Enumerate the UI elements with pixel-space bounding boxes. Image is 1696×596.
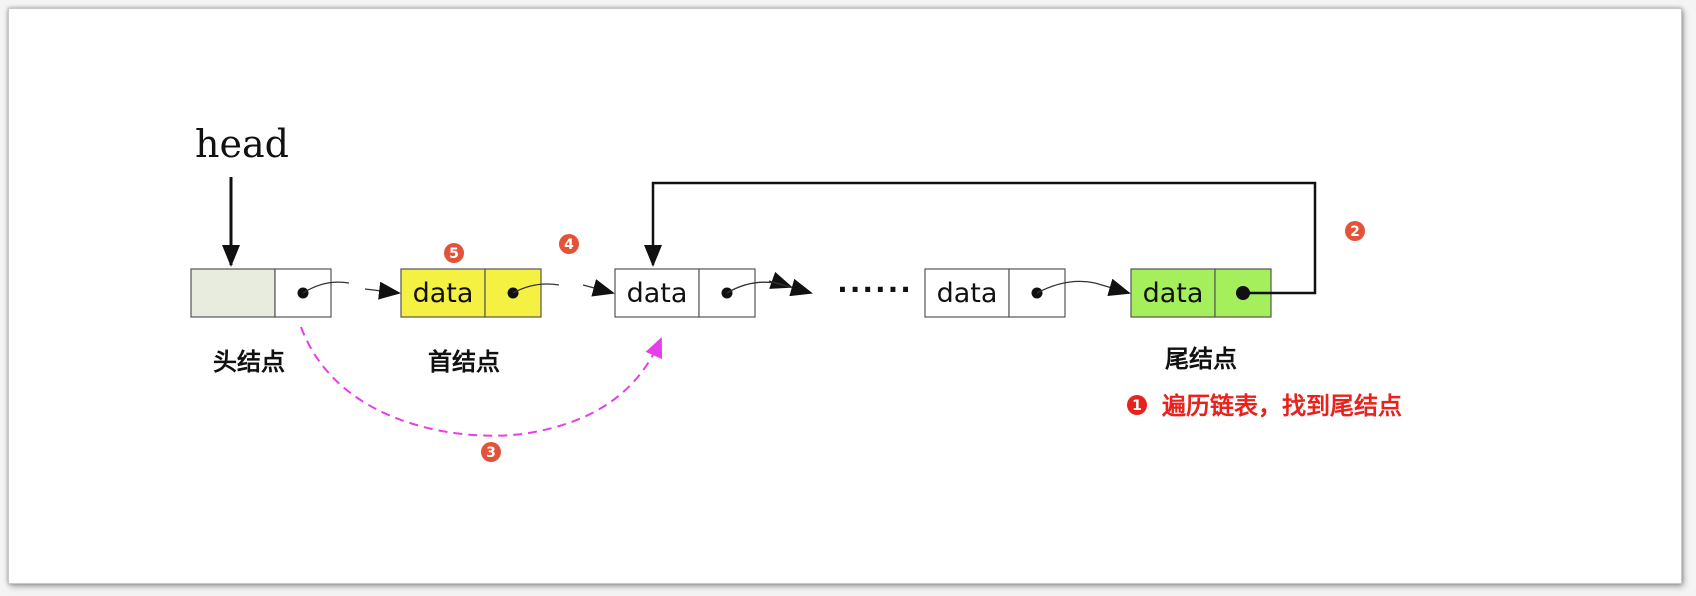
first-node: data	[400, 268, 542, 318]
first-node-data-cell	[400, 268, 486, 318]
svg-text:3: 3	[486, 445, 496, 461]
dashed-new-link-arrow	[300, 326, 662, 437]
svg-text:4: 4	[564, 237, 574, 253]
head-node	[190, 268, 332, 318]
step-badge-4: 4	[559, 234, 579, 254]
third-node-data-cell	[924, 268, 1010, 318]
tail-node: data	[1130, 268, 1272, 318]
step-badge-5: 5	[444, 243, 464, 263]
ellipsis: ······	[837, 273, 913, 306]
svg-text:5: 5	[449, 246, 459, 262]
pointer-arrow-2-tip	[768, 278, 813, 297]
pointer-arrow-0-1	[364, 281, 401, 300]
step-badge-2: 2	[1345, 221, 1365, 241]
first-node-data: data	[413, 278, 474, 309]
pointer-curve-1	[512, 283, 560, 294]
first-node-caption: 首结点	[428, 348, 500, 376]
pointer-arrow-1-2	[582, 279, 615, 297]
pointer-arrow-3-tail	[1094, 278, 1131, 296]
svg-text:2: 2	[1350, 224, 1360, 240]
head-node-caption: 头结点	[213, 348, 285, 376]
head-node-data-cell	[190, 268, 276, 318]
third-node: data	[924, 268, 1066, 318]
tail-node-caption: 尾结点	[1165, 345, 1237, 373]
svg-text:1: 1	[1132, 398, 1142, 414]
head-label: head	[195, 122, 289, 166]
second-node-data: data	[627, 278, 688, 309]
tail-node-data-cell	[1130, 268, 1216, 318]
step-badge-1: 1	[1127, 395, 1147, 415]
linked-list-diagram: head 头结点 data 首结点 data ······ data	[190, 122, 1402, 462]
pointer-curve-3	[1036, 280, 1096, 294]
tail-node-data: data	[1143, 278, 1204, 309]
pointer-curve-0	[302, 281, 350, 294]
circular-link-arrow	[644, 181, 1317, 295]
diagram-frame: head 头结点 data 首结点 data ······ data	[8, 8, 1682, 584]
step-1-note: 遍历链表，找到尾结点	[1162, 392, 1402, 420]
second-node: data	[614, 268, 756, 318]
third-node-data: data	[937, 278, 998, 309]
step-badge-3: 3	[481, 442, 501, 462]
